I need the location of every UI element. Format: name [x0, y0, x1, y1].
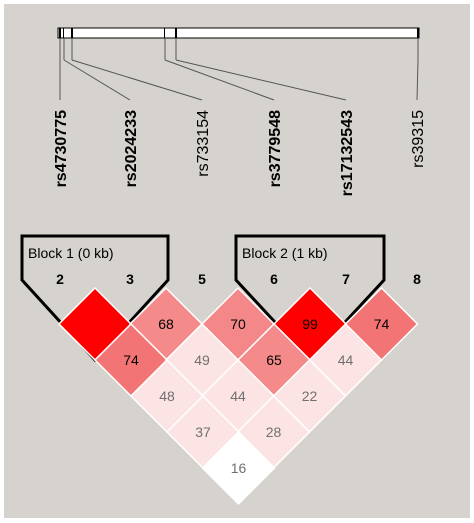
connector-line: [416, 59, 419, 101]
ld-value: 74: [374, 316, 390, 332]
snp-name-label: rs733154: [195, 110, 212, 177]
snp-name-label: rs4730775: [53, 110, 70, 188]
snp-position-tick: [175, 28, 177, 38]
ld-value: 99: [302, 316, 318, 332]
ld-value: 44: [338, 352, 354, 368]
marker-index-label: 7: [342, 271, 350, 287]
ld-value: 65: [266, 352, 282, 368]
snp-position-tick: [417, 28, 419, 38]
ld-value: 48: [159, 388, 175, 404]
ld-matrix: 68 70 99 74 74 49 65 44 48 44 22 37 28 16: [57, 286, 419, 506]
haplotype-block-outline: [20, 234, 170, 363]
snp-name-label: rs2024233: [123, 110, 140, 188]
ld-value: 28: [266, 424, 282, 440]
marker-index-label: 6: [270, 271, 278, 287]
snp-position-tick: [71, 28, 73, 38]
connector-line: [63, 59, 131, 101]
connector-line: [164, 59, 275, 101]
haplotype-blocks: Block 1 (0 kb) Block 2 (1 kb): [20, 234, 386, 363]
marker-index-label: 8: [413, 271, 421, 287]
marker-index-label: 2: [56, 271, 64, 287]
ld-plot: rs4730775 rs2024233 rs733154 rs3779548 rs171…: [20, 27, 427, 506]
marker-index-label: 5: [198, 271, 206, 287]
ld-value: 49: [194, 352, 210, 368]
ld-value: 68: [158, 316, 174, 332]
ld-value: 22: [302, 388, 318, 404]
block-label: Block 2 (1 kb): [242, 245, 328, 261]
ld-value: 74: [123, 352, 139, 368]
ld-value: 44: [230, 388, 246, 404]
ld-value: 70: [230, 316, 246, 332]
ld-value: 16: [231, 460, 247, 476]
snp-position-tick: [63, 28, 64, 38]
haplotype-block-outline: [234, 234, 386, 363]
connector-line: [71, 59, 203, 101]
snp-name-label: rs17132543: [339, 110, 356, 196]
connector-line: [175, 59, 347, 101]
snp-connectors: [59, 38, 419, 101]
snp-name-label: rs39315: [410, 110, 427, 168]
ld-cell: [201, 430, 276, 506]
snp-position-tick: [59, 28, 61, 38]
block-label: Block 1 (0 kb): [28, 245, 114, 261]
snp-labels: rs4730775 rs2024233 rs733154 rs3779548 rs171…: [53, 110, 427, 196]
gene-track-bar: [57, 27, 420, 39]
marker-index-label: 3: [126, 271, 134, 287]
ld-value: 37: [195, 424, 211, 440]
snp-position-tick: [164, 28, 165, 38]
gene-track: [57, 27, 420, 39]
haploview-panel: rs4730775 rs2024233 rs733154 rs3779548 rs171…: [4, 4, 470, 518]
marker-indices: 2 3 5 6 7 8: [56, 271, 421, 287]
snp-name-label: rs3779548: [267, 110, 284, 188]
